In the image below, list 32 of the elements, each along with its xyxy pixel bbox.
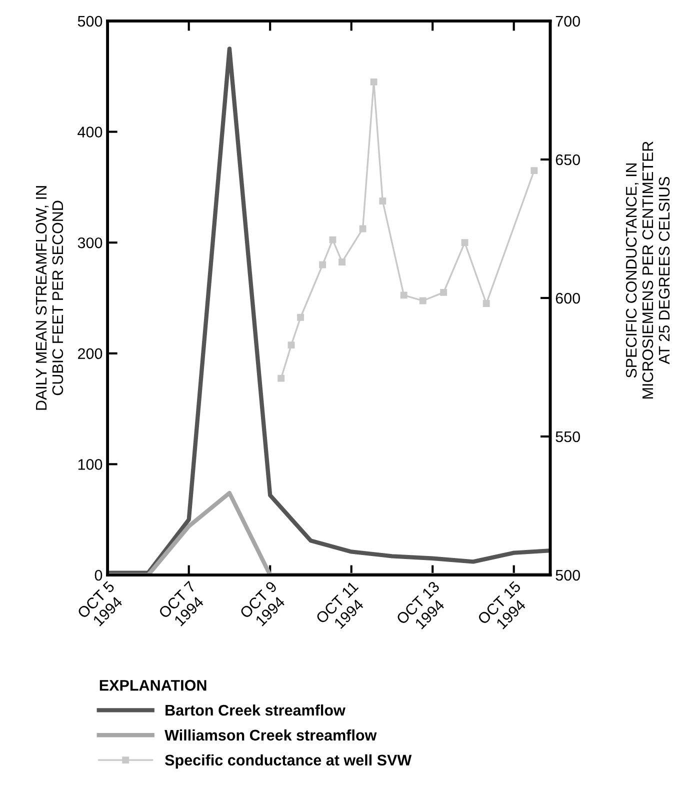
point: [278, 374, 285, 382]
legend-label: Specific conductance at well SVW: [165, 754, 412, 769]
y2-tick-label: 600: [556, 292, 580, 304]
point: [530, 167, 538, 174]
legend-title: EXPLANATION: [100, 680, 206, 691]
point: [359, 225, 366, 232]
y-tick-label: 100: [78, 459, 102, 470]
y2-tick-label: 550: [556, 431, 580, 442]
point: [400, 292, 408, 299]
y-axis-title: DAILY MEAN STREAMFLOW, IN CUBIC FEET PER SECOND: [36, 186, 64, 410]
point: [338, 258, 346, 266]
point: [440, 288, 448, 296]
point: [482, 300, 490, 307]
legend-label: Williamson Creek streamflow: [164, 729, 377, 741]
point: [379, 198, 386, 205]
legend-label: Barton Creek streamflow: [166, 704, 346, 716]
y-tick-label: 200: [78, 348, 102, 360]
point: [419, 297, 426, 304]
y-tick-label: 500: [78, 16, 102, 27]
y2-tick-label: 700: [556, 16, 580, 27]
point: [329, 236, 336, 244]
y-tick-label: 400: [78, 126, 102, 138]
point: [297, 314, 304, 321]
y2-tick-label: 500: [556, 570, 580, 581]
point: [461, 239, 468, 246]
y2-tick-label: 650: [556, 154, 580, 166]
y2-axis-title: SPECIFIC CONDUCTANCE, IN MICROSIEMENS PER CENTIMETER AT 25 DEGREES CELSIUS: [626, 142, 670, 398]
y-tick-label: 0: [94, 570, 102, 581]
point: [370, 78, 378, 86]
point: [319, 261, 326, 268]
point: [288, 342, 295, 349]
y-tick-label: 300: [78, 237, 102, 248]
